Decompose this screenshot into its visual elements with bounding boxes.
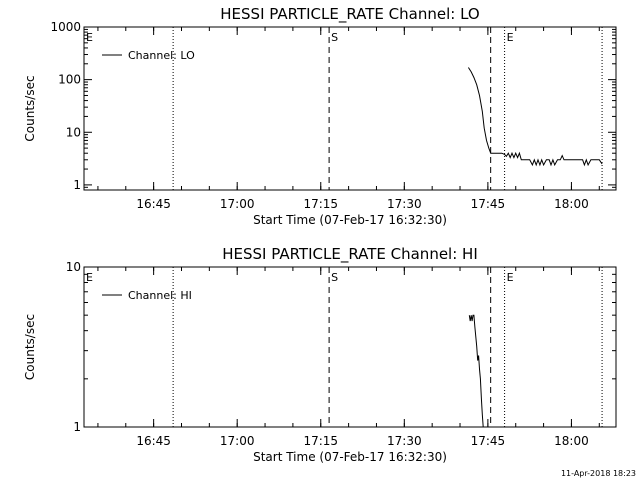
x-tick-label: 17:30 xyxy=(387,434,422,448)
series-line xyxy=(468,314,484,428)
panel-2: HESSI PARTICLE_RATE Channel: HI Start Tim… xyxy=(23,245,617,464)
x-tick-label: 17:45 xyxy=(471,434,506,448)
marker-label: S xyxy=(331,271,338,284)
marker-label: E xyxy=(507,271,514,284)
x-tick-label: 16:45 xyxy=(136,434,171,448)
marker-label: E xyxy=(507,31,514,44)
marker-label: E xyxy=(86,271,93,284)
y-tick-label: 1 xyxy=(73,178,81,192)
panel-1: HESSI PARTICLE_RATE Channel: LO Start Tim… xyxy=(23,5,617,227)
y-tick-label: 1 xyxy=(73,420,81,434)
generation-timestamp: 11-Apr-2018 18:23 xyxy=(560,469,636,478)
x-tick-label: 18:00 xyxy=(554,434,589,448)
chart-title: HESSI PARTICLE_RATE Channel: LO xyxy=(220,5,479,24)
x-tick-label: 17:15 xyxy=(303,434,338,448)
x-axis-label: Start Time (07-Feb-17 16:32:30) xyxy=(253,213,447,227)
x-tick-label: 17:00 xyxy=(220,197,255,211)
y-axis-label: Counts/sec xyxy=(23,75,37,141)
legend-label: Channel: HI xyxy=(128,289,192,302)
x-tick-label: 17:30 xyxy=(387,197,422,211)
series-line xyxy=(467,67,603,167)
x-tick-label: 18:00 xyxy=(554,197,589,211)
plot-frame xyxy=(83,266,617,428)
x-tick-label: 16:45 xyxy=(136,197,171,211)
y-tick-label: 10 xyxy=(66,125,81,139)
x-tick-label: 17:15 xyxy=(303,197,338,211)
x-axis-label: Start Time (07-Feb-17 16:32:30) xyxy=(253,450,447,464)
y-tick-label: 100 xyxy=(58,73,81,87)
y-tick-label: 1000 xyxy=(50,20,81,34)
y-axis-label: Counts/sec xyxy=(23,314,37,380)
marker-label: S xyxy=(331,31,338,44)
x-tick-label: 17:45 xyxy=(471,197,506,211)
x-tick-label: 17:00 xyxy=(220,434,255,448)
legend-label: Channel: LO xyxy=(128,49,195,62)
marker-label: E xyxy=(86,31,93,44)
y-tick-label: 10 xyxy=(66,260,81,274)
chart-title: HESSI PARTICLE_RATE Channel: HI xyxy=(222,245,478,264)
